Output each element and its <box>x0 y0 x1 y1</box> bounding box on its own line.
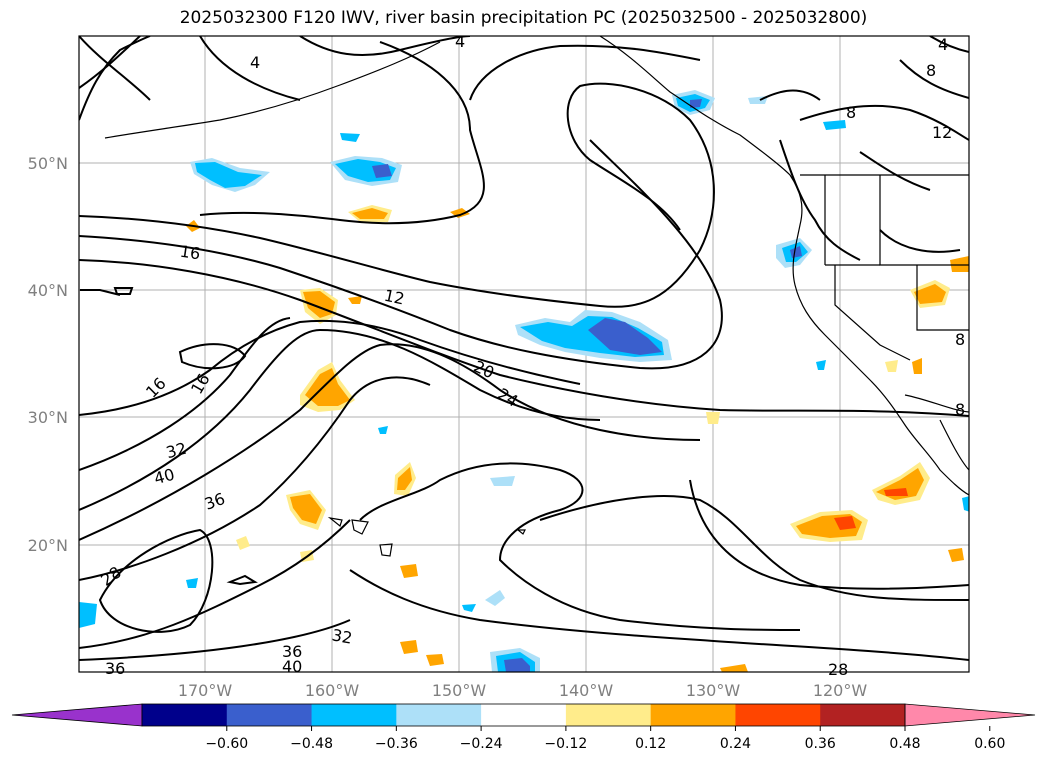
contour-label: 8 <box>846 103 856 122</box>
contour-label: 8 <box>955 330 965 349</box>
contour-label: 36 <box>105 659 125 678</box>
colorbar-tick-label: 0.36 <box>805 736 836 752</box>
precip-anomaly-shading <box>79 90 969 672</box>
lat-label: 30°N <box>28 408 68 427</box>
colorbar-segment <box>481 704 567 726</box>
longitude-labels: 170°W 160°W 150°W 140°W 130°W 120°W <box>178 681 868 700</box>
map-title: 2025032300 F120 IWV, river basin precipi… <box>179 8 868 28</box>
colorbar-tick-label: 0.12 <box>635 736 666 752</box>
lon-label: 130°W <box>686 681 741 700</box>
colorbar-tick-label: −0.36 <box>375 736 418 752</box>
colorbar-segment <box>820 704 906 726</box>
colorbar-segment <box>650 704 736 726</box>
colorbar-segment <box>226 704 313 726</box>
iwv-contours <box>79 36 969 661</box>
lon-label: 170°W <box>178 681 233 700</box>
lat-label: 50°N <box>28 154 68 173</box>
contour-label: 32 <box>330 625 353 647</box>
colorbar-segment <box>142 704 228 726</box>
contour-label: 32 <box>164 439 189 463</box>
colorbar-extend-high <box>904 703 1036 727</box>
contour-label: 40 <box>282 657 302 676</box>
lat-label: 40°N <box>28 281 68 300</box>
colorbar-frame <box>141 703 906 727</box>
lon-label: 150°W <box>432 681 487 700</box>
contour-label: 8 <box>955 400 965 419</box>
lon-label: 160°W <box>305 681 360 700</box>
coastlines <box>104 36 969 557</box>
colorbar-tick-label: 0.24 <box>720 736 751 752</box>
colorbar-segment <box>396 704 482 726</box>
colorbar-tick-label: −0.24 <box>460 736 503 752</box>
colorbar-segment <box>735 704 821 726</box>
contour-label: 4 <box>250 53 260 72</box>
contour-label: 12 <box>382 286 406 309</box>
colorbar <box>11 703 1036 727</box>
contour-label: 28 <box>828 660 848 679</box>
contour-label: 4 <box>938 35 948 54</box>
lon-label: 140°W <box>559 681 614 700</box>
colorbar-tick-label: −0.48 <box>290 736 333 752</box>
colorbar-tick-label: 0.48 <box>889 736 920 752</box>
map-frame <box>78 35 970 673</box>
contour-label: 8 <box>926 61 936 80</box>
contour-label: 4 <box>455 32 465 51</box>
latitude-labels: 50°N 40°N 30°N 20°N <box>28 154 68 555</box>
lon-label: 120°W <box>813 681 868 700</box>
colorbar-ticks: −0.60 −0.48 −0.36 −0.24 −0.12 0.12 0.24 0.36 0.4… <box>205 726 1005 752</box>
map-plot-area <box>79 36 969 672</box>
contour-label: 40 <box>152 465 177 489</box>
colorbar-tick-label: −0.12 <box>544 736 587 752</box>
colorbar-tick-label: −0.60 <box>205 736 248 752</box>
colorbar-tick-label: 0.60 <box>974 736 1005 752</box>
lat-label: 20°N <box>28 536 68 555</box>
contour-label: 12 <box>932 123 952 142</box>
colorbar-extend-low <box>11 703 143 727</box>
colorbar-segment <box>565 704 652 726</box>
contour-label: 16 <box>179 242 202 264</box>
contour-label: 36 <box>282 642 302 661</box>
colorbar-segment <box>311 704 397 726</box>
